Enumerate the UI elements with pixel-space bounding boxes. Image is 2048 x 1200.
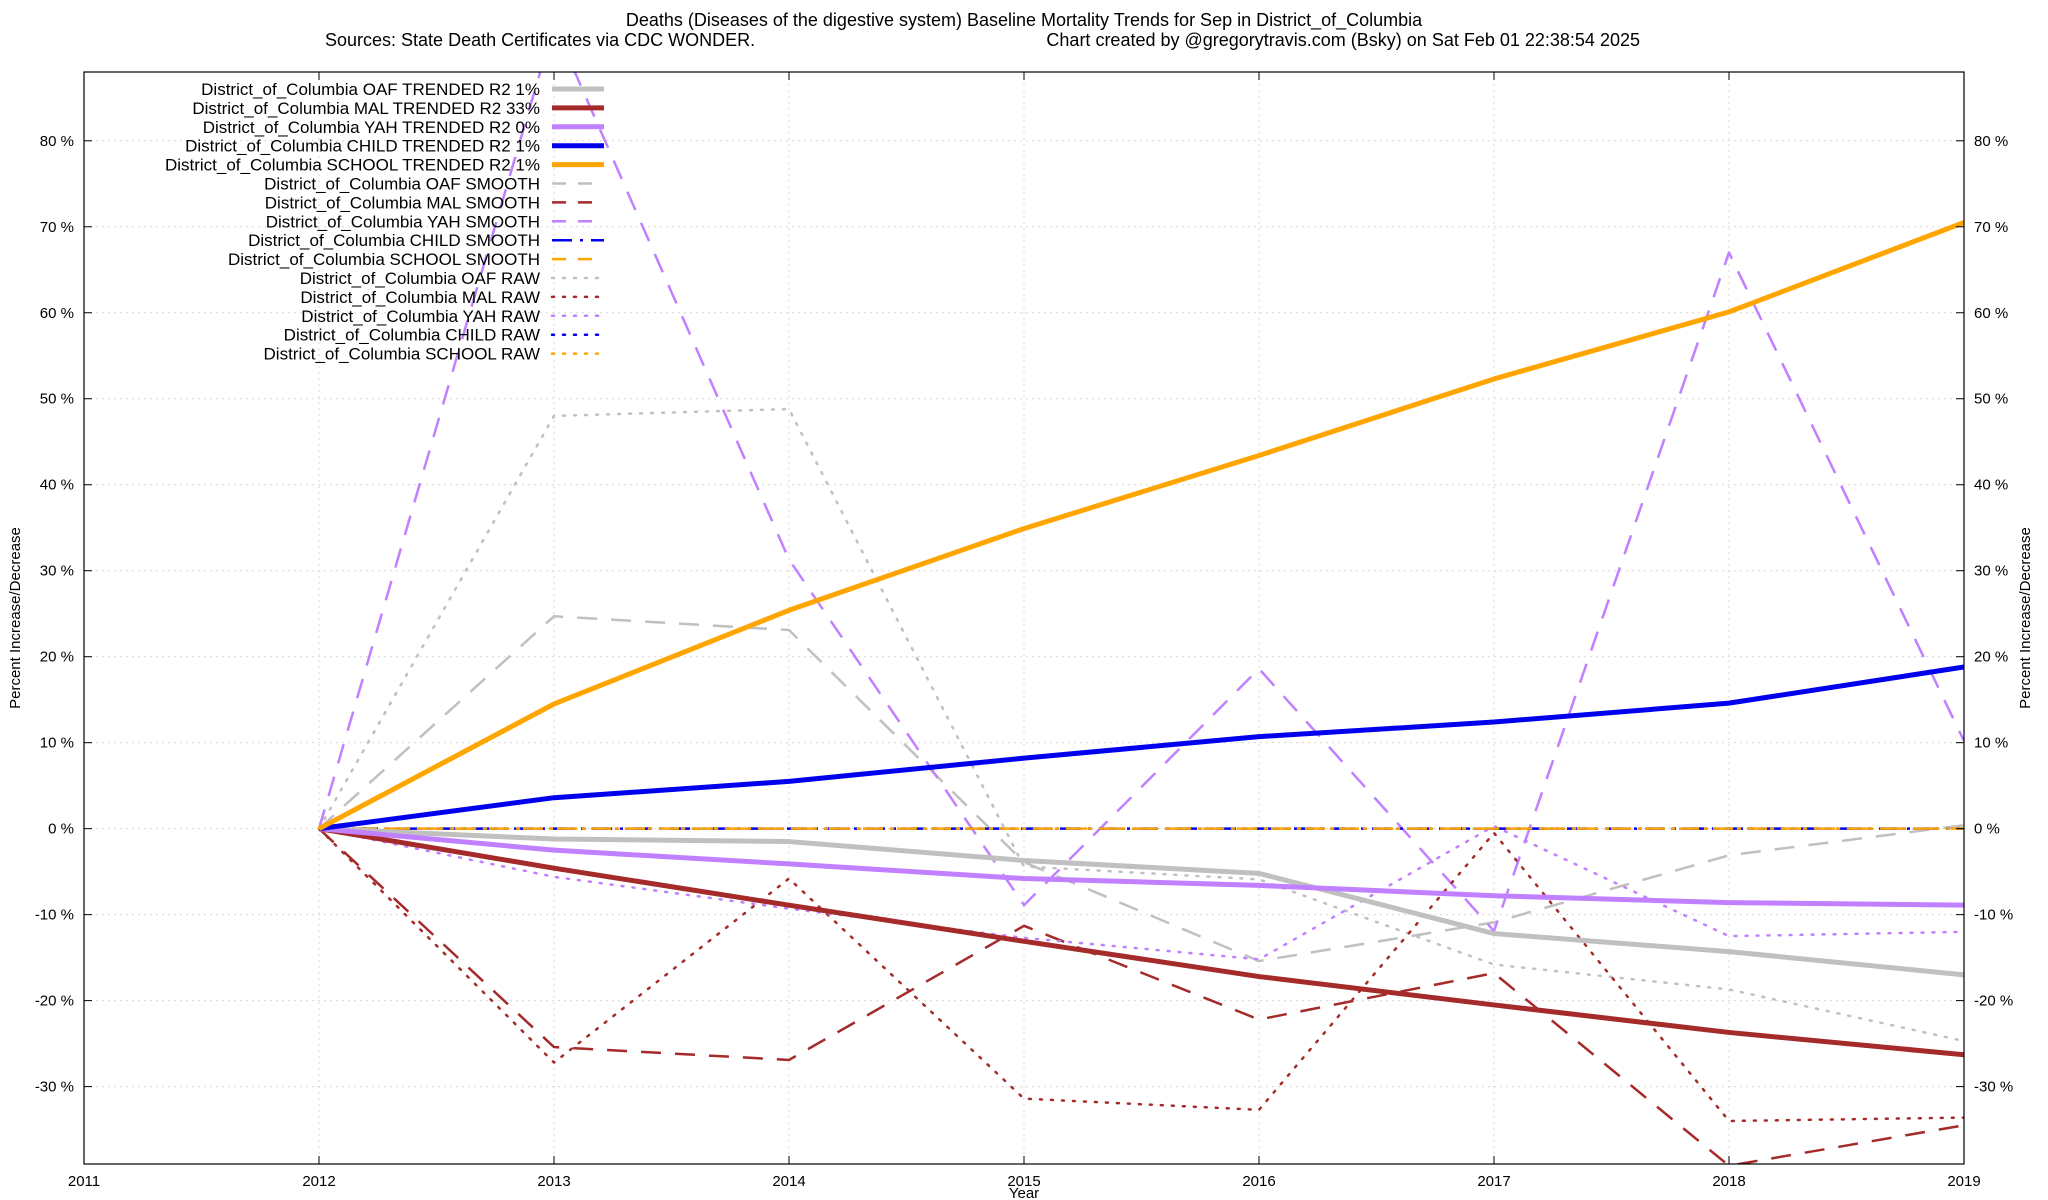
x-axis-label: Year bbox=[1009, 1185, 1039, 1200]
chart-subtitle-source: Sources: State Death Certificates via CD… bbox=[325, 30, 755, 50]
series-line-10 bbox=[317, 407, 1964, 1043]
x-tick-label: 2014 bbox=[772, 1173, 805, 1190]
series-line-7 bbox=[317, 72, 1964, 933]
y-tick-label-right: -20 % bbox=[1974, 993, 2013, 1010]
axis-ticks: 2011 2012 2013 2014 2015 2016 2017 2018 2019 80 %… bbox=[35, 72, 2013, 1190]
x-tick-label: 2019 bbox=[1947, 1173, 1980, 1190]
x-tick-label: 2015 bbox=[1007, 1173, 1040, 1190]
y-axis-label-left: Percent Increase/Decrease bbox=[7, 527, 24, 709]
y-tick-label-right: 40 % bbox=[1974, 477, 2008, 494]
series-line-2 bbox=[318, 826, 1964, 908]
x-tick-label: 2011 bbox=[68, 1173, 100, 1190]
y-tick-label-right: -30 % bbox=[1974, 1079, 2013, 1096]
legend-label: District_of_Columbia OAF TRENDED R2 1% bbox=[201, 80, 540, 99]
y-tick-label-left: 40 % bbox=[40, 477, 74, 494]
y-tick-label-left: -20 % bbox=[35, 993, 74, 1010]
legend-label: District_of_Columbia MAL TRENDED R2 33% bbox=[192, 99, 540, 118]
y-tick-label-right: 70 % bbox=[1974, 219, 2008, 236]
y-tick-label-left: 50 % bbox=[40, 391, 74, 408]
legend-label: District_of_Columbia CHILD SMOOTH bbox=[248, 231, 540, 250]
y-tick-label-right: -10 % bbox=[1974, 907, 2013, 924]
legend-label: District_of_Columbia MAL SMOOTH bbox=[265, 193, 540, 212]
legend-label: District_of_Columbia YAH SMOOTH bbox=[266, 212, 540, 231]
x-tick-label: 2018 bbox=[1712, 1173, 1745, 1190]
legend-label: District_of_Columbia MAL RAW bbox=[300, 288, 540, 307]
grid bbox=[83, 72, 1965, 1164]
y-tick-label-right: 10 % bbox=[1974, 735, 2008, 752]
x-tick-label: 2017 bbox=[1477, 1173, 1510, 1190]
legend-label: District_of_Columbia CHILD RAW bbox=[284, 326, 540, 345]
series-line-6 bbox=[318, 827, 1964, 1164]
y-tick-label-left: 30 % bbox=[40, 563, 74, 580]
y-tick-label-right: 0 % bbox=[1974, 821, 2000, 838]
y-axis-label-right: Percent Increase/Decrease bbox=[2017, 527, 2034, 709]
legend-label: District_of_Columbia SCHOOL TRENDED R2 1… bbox=[165, 156, 540, 175]
legend-label: District_of_Columbia CHILD TRENDED R2 1% bbox=[185, 137, 540, 156]
x-tick-label: 2016 bbox=[1242, 1173, 1275, 1190]
y-tick-label-right: 20 % bbox=[1974, 649, 2008, 666]
y-tick-label-right: 30 % bbox=[1974, 563, 2008, 580]
series-line-3 bbox=[318, 664, 1964, 832]
y-tick-label-right: 50 % bbox=[1974, 391, 2008, 408]
chart-subtitle-credit: Chart created by @gregorytravis.com (Bsk… bbox=[1046, 30, 1640, 50]
series-line-1 bbox=[318, 826, 1964, 1058]
series-line-11 bbox=[317, 827, 1964, 1123]
y-tick-label-left: -30 % bbox=[35, 1079, 74, 1096]
legend: District_of_Columbia OAF TRENDED R2 1%Di… bbox=[165, 80, 606, 364]
y-tick-label-right: 60 % bbox=[1974, 305, 2008, 322]
legend-label: District_of_Columbia YAH TRENDED R2 0% bbox=[203, 118, 540, 137]
y-tick-label-left: 20 % bbox=[40, 649, 74, 666]
y-tick-label-left: 80 % bbox=[40, 133, 74, 150]
legend-label: District_of_Columbia OAF RAW bbox=[300, 269, 540, 288]
y-tick-label-left: -10 % bbox=[35, 907, 74, 924]
plot-area bbox=[317, 72, 1964, 1164]
x-tick-label: 2013 bbox=[537, 1173, 570, 1190]
series-line-4 bbox=[317, 220, 1964, 831]
y-tick-label-left: 70 % bbox=[40, 219, 74, 236]
x-tick-label: 2012 bbox=[302, 1173, 335, 1190]
series-line-5 bbox=[318, 615, 1964, 963]
series-line-0 bbox=[318, 826, 1964, 978]
legend-label: District_of_Columbia SCHOOL SMOOTH bbox=[228, 250, 540, 269]
chart-title: Deaths (Diseases of the digestive system… bbox=[626, 10, 1423, 31]
y-tick-label-right: 80 % bbox=[1974, 133, 2008, 150]
y-tick-label-left: 10 % bbox=[40, 735, 74, 752]
legend-label: District_of_Columbia SCHOOL RAW bbox=[264, 345, 540, 364]
legend-label: District_of_Columbia YAH RAW bbox=[301, 307, 540, 326]
y-tick-label-left: 60 % bbox=[40, 305, 74, 322]
legend-label: District_of_Columbia OAF SMOOTH bbox=[264, 175, 540, 194]
y-tick-label-left: 0 % bbox=[48, 821, 74, 838]
